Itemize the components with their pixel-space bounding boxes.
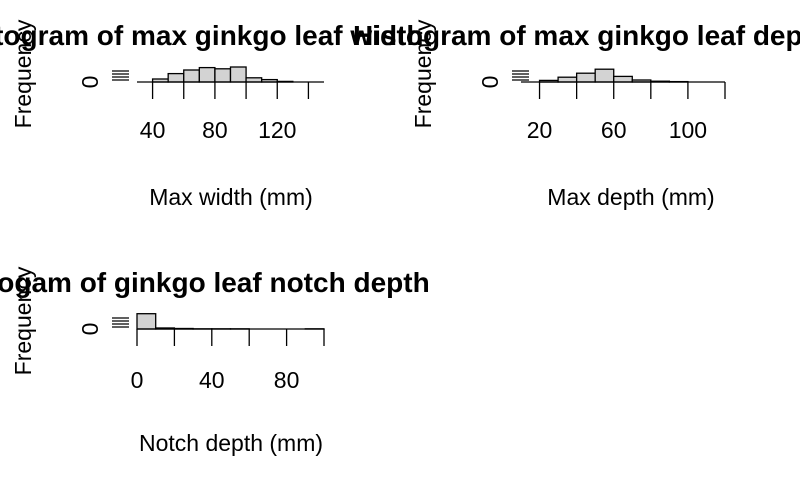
y-axis-label: Frequency xyxy=(10,19,36,128)
histogram-bar xyxy=(613,75,633,83)
x-tick-label: 20 xyxy=(527,117,553,143)
x-tick-label: 40 xyxy=(199,367,225,393)
y-axis-label: Frequency xyxy=(410,19,436,128)
histogram-bar xyxy=(183,69,200,83)
x-tick-label: 100 xyxy=(669,117,707,143)
x-tick-label: 40 xyxy=(140,117,166,143)
x-tick-label: 60 xyxy=(601,117,627,143)
histogram-panel-3: 0 40 80 0 Frequency Notch depth (mm) Histogam … xyxy=(0,266,430,456)
y-tick-label: 0 xyxy=(77,76,103,89)
histogram-bar xyxy=(214,68,232,83)
x-tick-label: 80 xyxy=(274,367,300,393)
y-tick-label: 0 xyxy=(77,323,103,336)
histogram-bar xyxy=(229,66,247,83)
x-tick-label: 80 xyxy=(202,117,228,143)
y-tick-label: 0 xyxy=(477,76,503,89)
chart-title: Histogam of ginkgo leaf notch depth xyxy=(0,267,430,298)
x-axis-label: Notch depth (mm) xyxy=(139,430,323,456)
histogram-bar xyxy=(575,72,596,83)
histogram-bar xyxy=(136,313,157,330)
x-tick-label: 120 xyxy=(258,117,296,143)
y-axis-label: Frequency xyxy=(10,266,36,375)
x-tick-label: 0 xyxy=(131,367,144,393)
chart-title: Histogram of max ginkgo leaf depth xyxy=(353,20,800,51)
histogram-bar xyxy=(167,72,185,83)
histogram-panel-1: 40 80 120 0 Frequency Max width (mm) Histogram… xyxy=(0,19,423,210)
histogram-bar xyxy=(198,66,216,83)
histogram-bar xyxy=(557,76,578,83)
x-axis-label: Max depth (mm) xyxy=(547,184,714,210)
histogram-bar xyxy=(594,68,615,83)
x-axis-label: Max width (mm) xyxy=(149,184,313,210)
chart-title: Histogram of max ginkgo leaf width xyxy=(0,20,423,51)
histogram-panel-2: 20 60 100 0 Frequency Max depth (mm) Histogram… xyxy=(353,19,800,210)
